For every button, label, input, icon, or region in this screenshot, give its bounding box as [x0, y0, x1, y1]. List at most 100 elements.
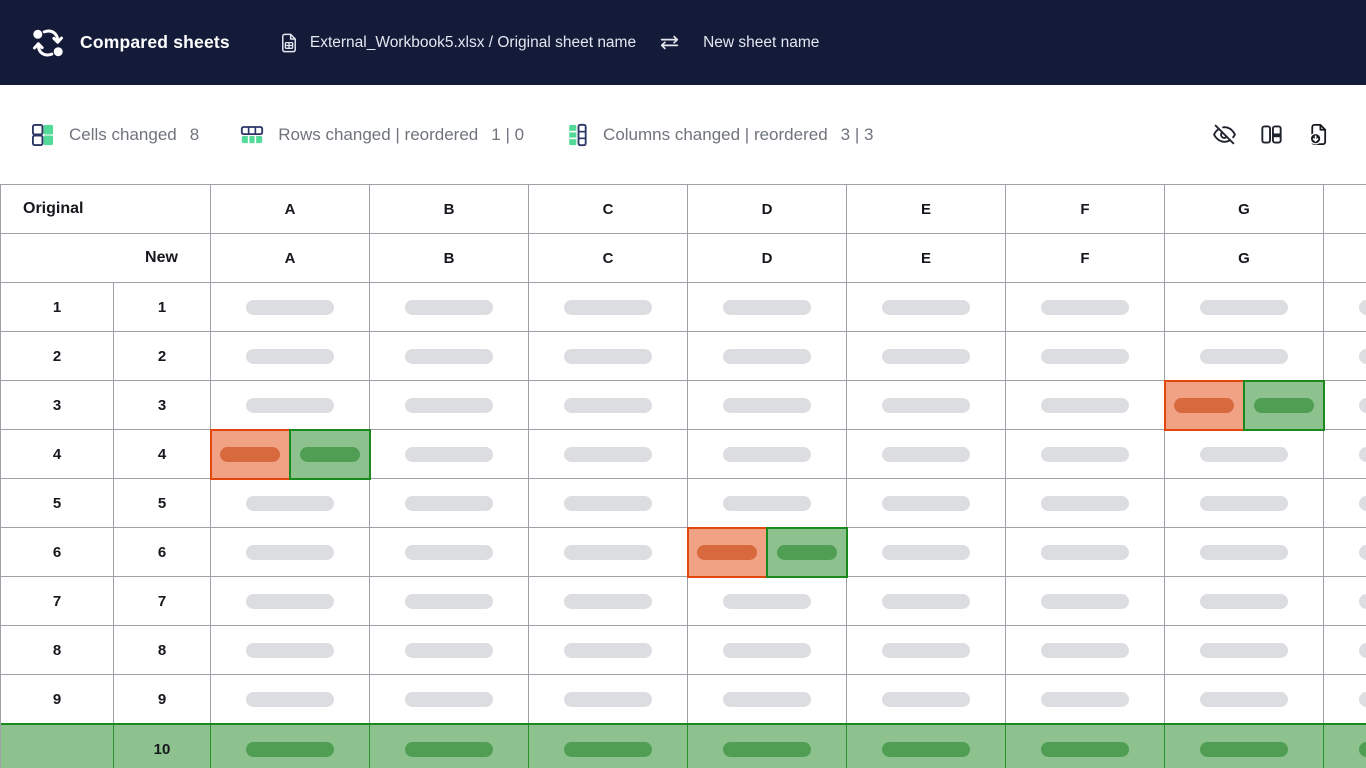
table-row-added: 10	[1, 722, 1366, 768]
column-header-new-D: D	[688, 234, 847, 283]
cell	[529, 528, 688, 577]
cell	[688, 724, 847, 768]
value-placeholder-pill	[246, 593, 334, 609]
value-placeholder-pill	[405, 642, 493, 658]
value-placeholder-pill	[405, 593, 493, 609]
new-header-label: New	[1, 234, 211, 283]
cell	[211, 724, 370, 768]
changed-cell[interactable]	[686, 526, 848, 578]
download-report-icon[interactable]	[1305, 121, 1332, 148]
column-header-new-F: F	[1006, 234, 1165, 283]
column-header-new-B: B	[370, 234, 529, 283]
spreadsheet-file-icon	[278, 31, 300, 55]
value-placeholder-pill	[723, 348, 811, 364]
value-placeholder-pill	[405, 348, 493, 364]
changed-cell[interactable]	[1163, 379, 1325, 431]
value-placeholder-pill	[564, 446, 652, 462]
column-header-new-C: C	[529, 234, 688, 283]
column-header-new	[1324, 234, 1366, 283]
original-row-number: 3	[1, 381, 114, 430]
value-placeholder-pill	[1200, 299, 1288, 315]
cell	[688, 626, 847, 675]
original-row-number: 6	[1, 528, 114, 577]
value-placeholder-pill	[1200, 446, 1288, 462]
cell	[847, 724, 1006, 768]
new-row-number: 10	[114, 724, 211, 768]
value-placeholder-pill	[1200, 642, 1288, 658]
new-row-number: 4	[114, 430, 211, 479]
value-placeholder-pill	[1041, 593, 1129, 609]
columns-changed-icon	[564, 122, 590, 148]
value-placeholder-pill	[405, 544, 493, 560]
cell	[211, 528, 370, 577]
value-placeholder-pill	[1041, 348, 1129, 364]
cell	[1324, 675, 1366, 724]
value-placeholder-pill	[246, 495, 334, 511]
rows-changed-label: Rows changed | reordered	[278, 124, 479, 144]
value-placeholder-pill	[882, 446, 970, 462]
comparison-grid: Original A B C D E F G New A B C D E F G 1 1 2 2 3 3 4 4 5 5 6 6 7 7 8…	[0, 184, 1366, 768]
cell	[1006, 479, 1165, 528]
cell	[847, 577, 1006, 626]
original-sheet-label: External_Workbook5.xlsx / Original sheet…	[309, 33, 637, 51]
cells-changed-value: 8	[189, 124, 200, 144]
cell	[1006, 430, 1165, 479]
original-row-number: 8	[1, 626, 114, 675]
cell	[1165, 479, 1324, 528]
value-placeholder-pill	[1041, 691, 1129, 707]
original-row-number: 9	[1, 675, 114, 724]
value-placeholder-pill	[1041, 397, 1129, 413]
cell	[211, 626, 370, 675]
added-value-pill	[882, 741, 970, 757]
header-row-new: New A B C D E F G	[1, 234, 1366, 283]
cell	[211, 577, 370, 626]
cell	[1324, 283, 1366, 332]
cell	[847, 332, 1006, 381]
swap-sheets-icon[interactable]	[658, 31, 681, 54]
cell	[529, 283, 688, 332]
value-placeholder-pill	[405, 495, 493, 511]
new-value-pill-area	[1243, 379, 1325, 431]
cell	[1324, 430, 1366, 479]
new-value-pill-area	[289, 428, 371, 480]
new-row-number: 3	[114, 381, 211, 430]
value-placeholder-pill	[1200, 544, 1288, 560]
original-row-number	[1, 724, 114, 768]
rows-changed-stat: Rows changed | reordered 1 | 0	[239, 122, 524, 148]
value-placeholder-pill	[1359, 642, 1366, 658]
new-sheet-label: New sheet name	[703, 33, 820, 51]
comparison-table-viewport: Original A B C D E F G New A B C D E F G 1 1 2 2 3 3 4 4 5 5 6 6 7 7 8…	[0, 184, 1366, 768]
value-placeholder-pill	[564, 299, 652, 315]
changed-cell[interactable]	[209, 428, 371, 480]
value-placeholder-pill	[882, 593, 970, 609]
cell	[370, 283, 529, 332]
cells-changed-label: Cells changed	[69, 124, 177, 144]
eye-off-icon[interactable]	[1211, 121, 1238, 148]
value-placeholder-pill	[723, 397, 811, 413]
column-header-new-E: E	[847, 234, 1006, 283]
value-placeholder-pill	[405, 446, 493, 462]
cell	[847, 381, 1006, 430]
cell	[688, 430, 847, 479]
cell	[211, 332, 370, 381]
new-row-number: 1	[114, 283, 211, 332]
new-header-text: New	[145, 249, 178, 266]
cells-changed-icon	[30, 122, 56, 148]
compare-logo-icon	[30, 25, 66, 61]
cell	[1324, 626, 1366, 675]
cell	[1006, 577, 1165, 626]
cell	[847, 479, 1006, 528]
cell	[370, 430, 529, 479]
value-placeholder-pill	[564, 691, 652, 707]
value-placeholder-pill	[564, 642, 652, 658]
app-header: Compared sheets External_Workbook5.xlsx …	[0, 0, 1366, 85]
value-placeholder-pill	[405, 397, 493, 413]
cell	[688, 675, 847, 724]
side-by-side-columns-icon[interactable]	[1258, 121, 1285, 148]
new-row-number: 8	[114, 626, 211, 675]
cell	[847, 528, 1006, 577]
